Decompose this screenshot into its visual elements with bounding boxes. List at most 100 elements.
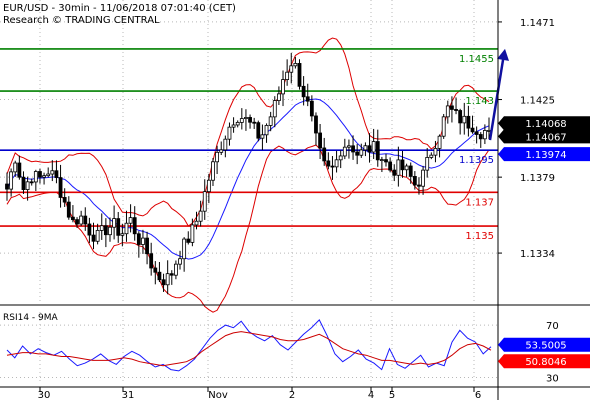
candle-body [248,117,252,123]
level-label: 1.143 [465,96,494,107]
x-tick-label: 31 [122,390,135,400]
candle-body [400,159,405,171]
candle-body [252,121,257,124]
y-tick-label: 1.1334 [520,249,555,260]
candle-body [116,218,121,236]
candle-body [417,184,421,187]
candle-body [149,253,154,269]
candle-body [347,145,351,148]
candle-body [13,162,18,173]
candle-body [50,170,55,175]
candle-body [219,149,224,153]
level-label: 1.1455 [459,54,494,65]
candle-body [244,117,248,119]
price-tag-label: 1.13974 [525,150,566,161]
candle-body [194,220,199,226]
candle-body [83,215,88,225]
grid-lines [0,0,498,384]
candle-body [268,116,273,126]
candle-body [289,65,294,73]
candle-body [256,122,261,139]
candle-body [412,176,417,186]
candle-body [338,155,343,161]
candle-body [206,179,211,193]
candle-body [182,238,187,260]
candle-body [371,141,376,153]
candle-body [326,160,331,167]
candle-body [437,135,442,149]
candle-body [367,145,372,153]
candle-body [211,161,215,181]
candle-body [239,118,244,123]
candle-body [99,225,104,231]
candle-body [141,237,145,245]
candle-body [46,173,51,177]
candle-body [5,183,9,190]
candle-body [79,215,84,225]
candle-body [87,223,92,236]
candle-body [429,154,434,158]
candle-body [297,63,302,87]
candlestick-series [5,52,491,295]
candle-body [165,273,170,286]
candle-body [91,234,96,242]
candle-body [108,226,112,236]
candle-body [314,115,318,134]
candle-body [445,105,450,118]
candle-body [379,159,384,161]
candle-body [75,219,79,225]
candle-body [132,217,137,235]
candle-body [223,138,228,151]
candle-body [124,222,129,235]
candle-body [342,146,347,157]
candle-body [17,162,22,178]
candle-body [71,216,75,221]
candle-body [169,273,174,276]
arrow-head [497,48,509,61]
candle-body [421,169,425,187]
candle-body [351,145,355,153]
level-label: 1.1395 [459,155,494,166]
price-tag-label: 1.14067 [525,132,566,143]
candle-body [363,145,368,151]
candle-body [136,233,141,245]
candle-body [33,171,38,183]
candle-body [276,93,281,101]
candle-body [450,105,454,110]
rsi-value-tag-label: 50.8046 [525,357,566,368]
candle-body [112,218,117,228]
candle-body [305,96,310,102]
rsi-tick-label: 70 [546,321,559,332]
candle-body [388,161,393,171]
rsi-tick-label: 30 [546,373,559,384]
y-tick-label: 1.1471 [520,18,555,29]
candle-body [215,151,220,163]
candle-body [375,141,380,161]
x-tick-label: 5 [389,390,395,400]
candle-body [466,115,471,129]
candle-body [103,225,108,236]
chart-header-credit: Research © TRADING CENTRAL [3,15,160,26]
candle-body [54,170,59,178]
rsi-value-tag [498,354,590,369]
candle-body [29,181,34,184]
candle-body [355,151,360,156]
level-label: 1.137 [465,197,494,208]
candle-body [384,159,388,163]
candle-body [334,159,339,168]
x-tick-label: 2 [289,390,295,400]
price-tag-label: 1.14068 [525,119,566,130]
candle-body [318,132,322,149]
candle-body [202,191,207,212]
rsi-series-line [6,331,492,367]
candle-body [309,100,314,117]
candle-body [359,149,364,156]
candle-body [190,224,195,243]
candle-body [441,116,446,137]
candle-body [260,134,265,139]
rsi-value-tag-label: 53.5005 [525,341,566,352]
candle-body [66,201,71,218]
candle-body [392,169,397,176]
price-tag [498,116,590,131]
